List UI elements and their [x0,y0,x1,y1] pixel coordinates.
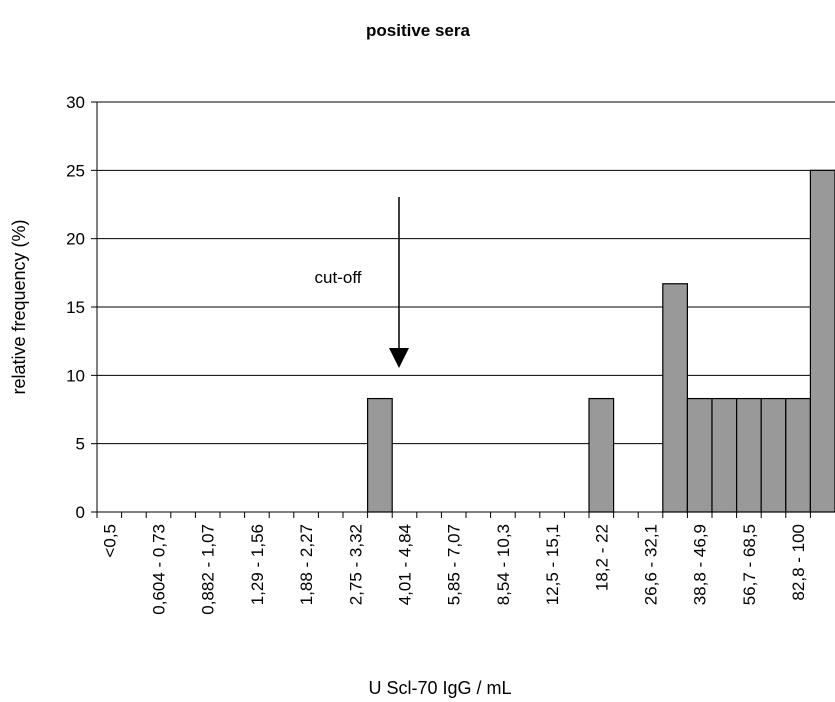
x-tick-label: 82,8 - 100 [789,524,808,601]
x-tick-label: 5,85 - 7,07 [445,524,464,605]
bar [686,397,713,513]
x-axis-label: U Scl-70 IgG / mL [368,678,511,698]
x-tick-label: 26,6 - 32,1 [642,524,661,605]
y-tick-label: 30 [66,93,85,112]
y-axis-label: relative frequency (%) [9,219,29,394]
arrow-head [389,348,409,368]
y-tick-label: 25 [66,161,85,180]
x-tick-label: 18,2 - 22 [592,524,611,591]
bar [662,283,688,513]
bar [785,397,811,513]
bar [809,169,835,513]
x-tick-label: 8,54 - 10,3 [494,524,513,605]
y-tick-label: 20 [66,230,85,249]
y-tick-label: 0 [76,503,85,522]
bar [711,397,738,513]
x-tick-label: 56,7 - 68,5 [740,524,759,605]
bar [588,397,615,513]
chart-title: positive sera [366,21,470,40]
x-tick-label: 1,29 - 1,56 [248,524,267,605]
x-tick-label: 0,882 - 1,07 [199,524,218,615]
y-tick-label: 10 [66,366,85,385]
x-tick-label: 4,01 - 4,84 [396,524,415,605]
x-tick-label: 1,88 - 2,27 [297,524,316,605]
y-tick-label: 5 [76,435,85,454]
bar [760,397,787,513]
y-tick-label: 15 [66,298,85,317]
x-tick-label: <0,5 [100,524,119,558]
x-tick-label: 38,8 - 46,9 [691,524,710,605]
bar [735,397,762,513]
x-tick-label: 12,5 - 15,1 [543,524,562,605]
annotation: cut-off [315,268,362,287]
x-tick-label: 0,604 - 0,73 [150,524,169,615]
bar [367,397,393,513]
x-tick-label: 2,75 - 3,32 [346,524,365,605]
